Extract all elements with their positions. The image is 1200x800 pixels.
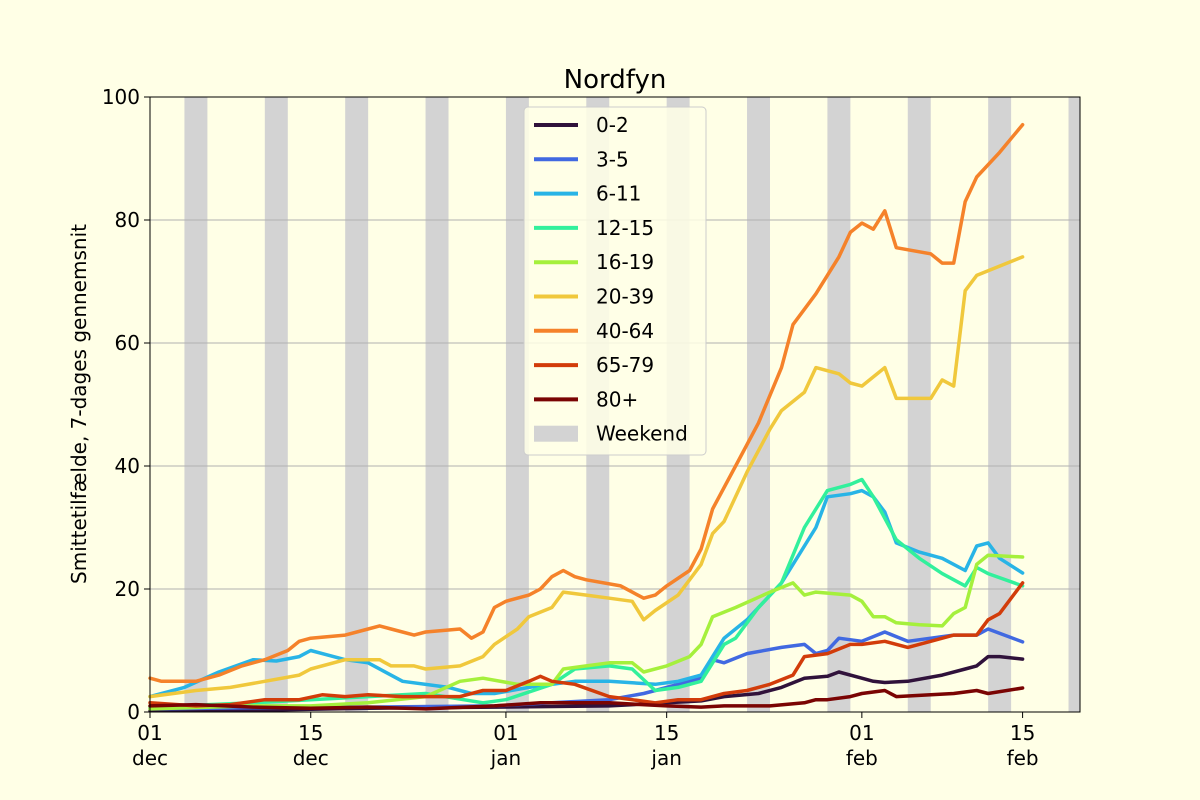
legend-label: 80+ — [596, 387, 638, 411]
y-tick-label: 0 — [127, 700, 140, 724]
x-tick-month: jan — [650, 746, 682, 770]
series-line-12-15 — [148, 477, 1025, 709]
legend-label: 16-19 — [596, 250, 654, 274]
legend-label: Weekend — [596, 422, 688, 446]
series-line-65-79 — [148, 581, 1025, 708]
series-line-6-11 — [148, 488, 1025, 699]
x-tick-day: 15 — [1010, 721, 1035, 745]
weekend-band — [827, 97, 851, 712]
legend-label: 6-11 — [596, 182, 641, 206]
x-tick-day: 01 — [137, 721, 162, 745]
weekend-bands — [184, 97, 1080, 712]
series-lines — [148, 122, 1025, 713]
series-line-16-19 — [148, 553, 1025, 711]
x-tick-month: jan — [490, 746, 522, 770]
series-line-40-64 — [148, 122, 1025, 684]
weekend-band — [1068, 97, 1080, 712]
chart-title: Nordfyn — [564, 65, 667, 95]
x-tick-month: feb — [1007, 746, 1039, 770]
x-tick-month: dec — [132, 746, 168, 770]
legend-label: 20-39 — [596, 285, 654, 309]
series-line-20-39 — [148, 255, 1025, 699]
legend-label: 12-15 — [596, 216, 654, 240]
weekend-band — [264, 97, 288, 712]
x-tick-day: 01 — [493, 721, 518, 745]
x-tick-day: 01 — [849, 721, 874, 745]
plot-frame — [149, 96, 1081, 713]
x-tick-day: 15 — [654, 721, 679, 745]
legend-label: 40-64 — [596, 319, 654, 343]
weekend-band — [747, 97, 770, 712]
weekend-band — [184, 97, 208, 712]
y-axis-ticks: 0 20 40 60 80 100 — [102, 85, 150, 724]
legend: 0-2 3-5 6-11 12-15 16-19 20-39 40-64 65-79 80+ We… — [523, 106, 707, 456]
weekend-band — [425, 97, 449, 712]
y-tick-label: 20 — [115, 577, 140, 601]
y-tick-label: 40 — [115, 454, 140, 478]
series-line-0-2 — [148, 654, 1025, 713]
weekend-band — [907, 97, 931, 712]
legend-swatch — [534, 425, 578, 442]
y-axis-label: Smittetilfælde, 7-dages gennemsnit — [67, 224, 91, 584]
series-line-80+ — [148, 686, 1025, 711]
x-tick-month: feb — [846, 746, 878, 770]
weekend-band — [505, 97, 529, 712]
legend-label: 0-2 — [596, 113, 629, 137]
x-tick-day: 15 — [298, 721, 323, 745]
x-tick-month: dec — [293, 746, 329, 770]
weekend-band — [345, 97, 369, 712]
y-tick-label: 100 — [102, 85, 140, 109]
legend-label: 65-79 — [596, 353, 654, 377]
legend-label: 3-5 — [596, 147, 629, 171]
y-tick-label: 80 — [115, 208, 140, 232]
weekend-band — [988, 97, 1012, 712]
y-tick-label: 60 — [115, 331, 140, 355]
